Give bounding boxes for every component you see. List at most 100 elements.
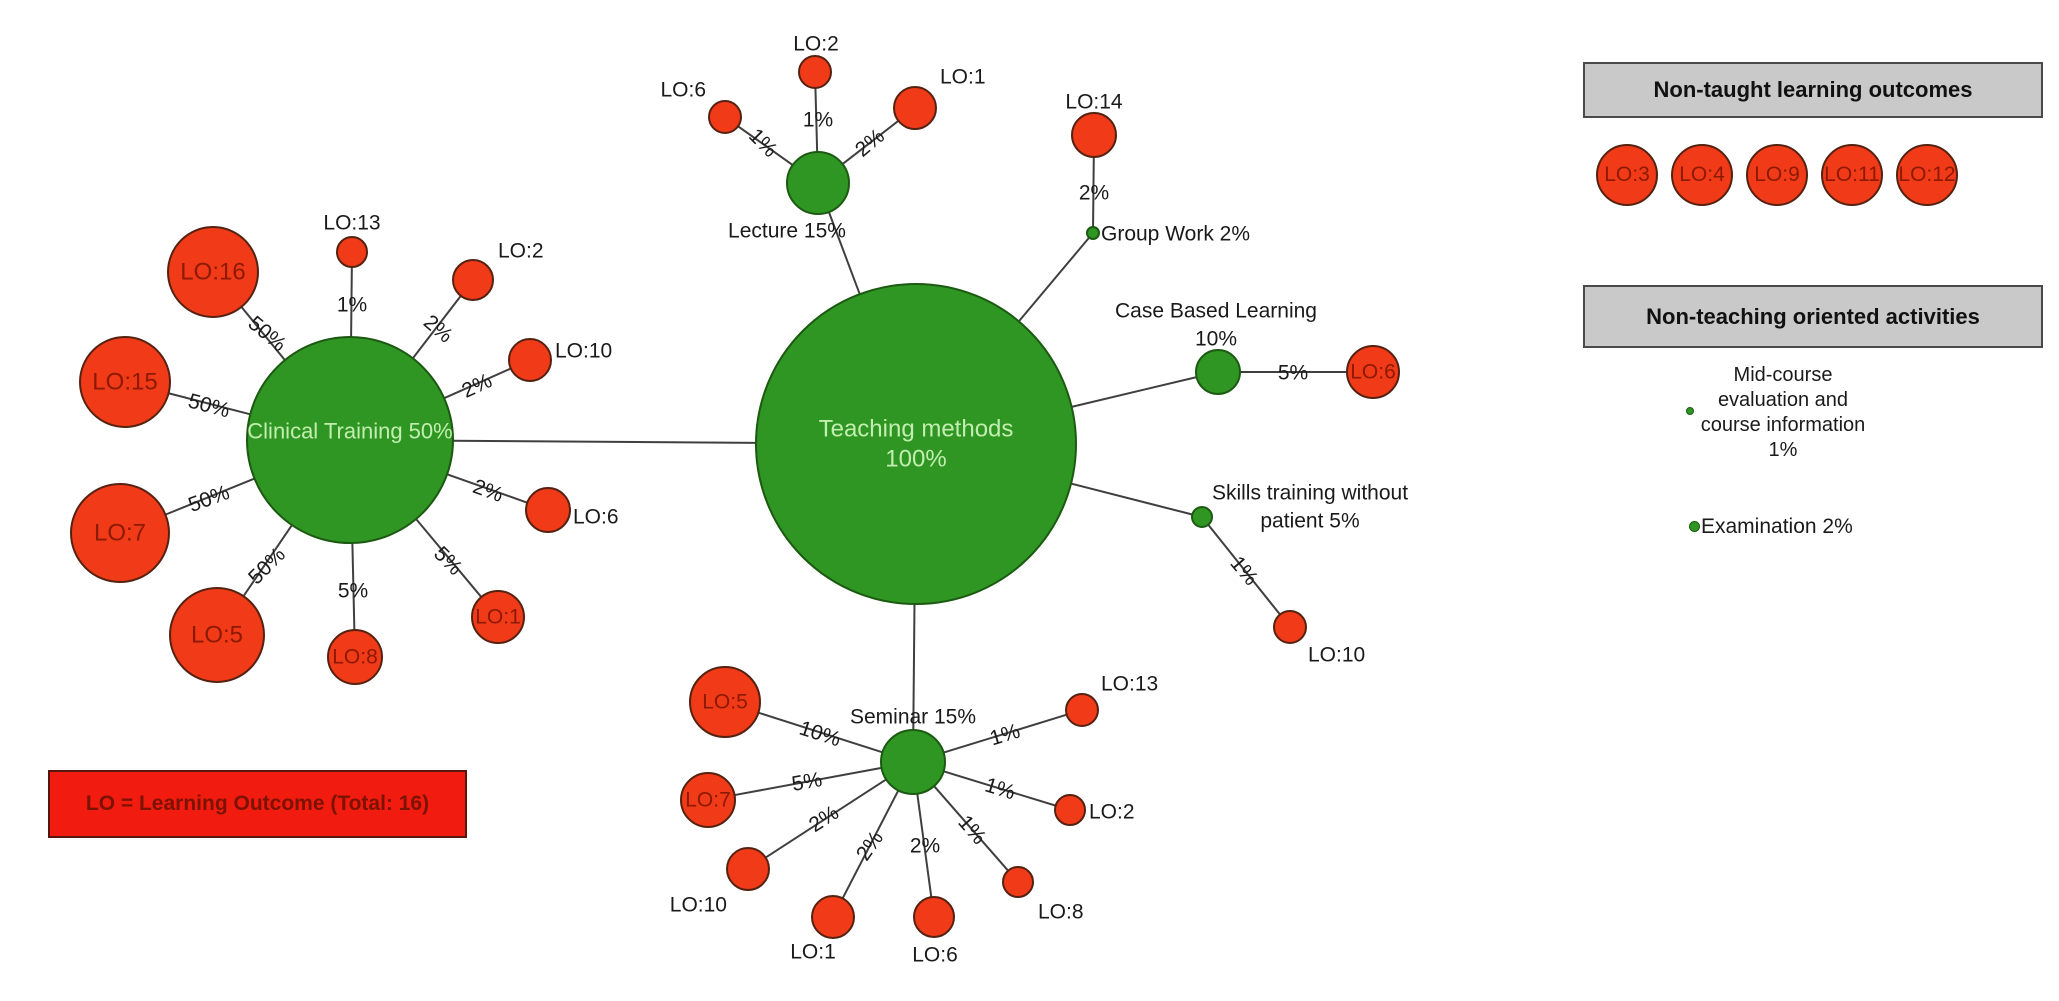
- lo-node-clinical-lo6: [525, 487, 571, 533]
- hub-groupwork: [1086, 226, 1100, 240]
- edge-seminar-lo7: [734, 766, 882, 797]
- lo-label-clinical-lo5: LO:5: [191, 622, 243, 649]
- edge-lecture-lo6: [737, 125, 794, 166]
- lo-node-seminar-lo8: [1002, 866, 1034, 898]
- lo-label-lecture-lo2: LO:2: [793, 33, 839, 56]
- edge-pct-lecture-lo2: 1%: [803, 109, 833, 132]
- lo-node-clinical-lo2: [452, 259, 494, 301]
- edge-seminar-lo6: [916, 793, 933, 898]
- edge-clinical-lo6: [446, 473, 528, 504]
- mid-course-line: course information: [1700, 414, 1866, 436]
- lo-node-cbl-lo6: [1346, 345, 1400, 399]
- edge-pct-clinical-lo7: 50%: [185, 481, 232, 517]
- mid-course-line: evaluation and: [1717, 389, 1849, 411]
- examination-dot: [1689, 521, 1700, 532]
- link-teaching-lecture: [827, 211, 861, 295]
- edge-pct-seminar-lo13: 1%: [987, 720, 1023, 751]
- edge-pct-seminar-lo2: 1%: [982, 774, 1018, 805]
- edge-seminar-lo8: [933, 785, 1009, 872]
- edge-pct-clinical-lo15: 50%: [186, 389, 233, 422]
- lo-label-lecture-lo6: LO:6: [660, 79, 706, 102]
- edge-clinical-lo8: [351, 542, 356, 631]
- hub-label-cbl: 10%: [1195, 328, 1237, 351]
- mid-course-line: 1%: [1768, 439, 1798, 461]
- edge-seminar-lo10: [765, 778, 887, 859]
- edge-seminar-lo1: [841, 789, 900, 899]
- edge-clinical-lo16: [240, 306, 286, 361]
- hub-label-seminar: Seminar 15%: [850, 706, 976, 729]
- legend-non-taught-circles: LO:3 LO:4 LO:9 LO:11 LO:12: [1596, 144, 1958, 206]
- hub-label-groupwork: Group Work 2%: [1101, 223, 1250, 246]
- lo-node-clinical-lo15: [79, 336, 171, 428]
- lo-key-box: LO = Learning Outcome (Total: 16): [48, 770, 467, 838]
- lo-node-skills-lo10: [1273, 610, 1307, 644]
- lo-label-lecture-lo1: LO:1: [940, 66, 986, 89]
- lo-node-groupwork-lo14: [1071, 112, 1117, 158]
- edge-lecture-lo1: [841, 120, 899, 165]
- legend-non-taught-title: Non-taught learning outcomes: [1653, 77, 1973, 102]
- lo-label-clinical-lo10: LO:10: [555, 340, 612, 363]
- hub-label-skills: Skills training without: [1212, 482, 1408, 505]
- edge-clinical-lo7: [165, 477, 255, 516]
- lo-label-seminar-lo10: LO:10: [670, 894, 727, 917]
- legend-lo-circle-lo12: LO:12: [1896, 144, 1958, 206]
- lo-node-lecture-lo6: [708, 100, 742, 134]
- edge-pct-clinical-lo6: 2%: [470, 475, 506, 507]
- edge-clinical-lo10: [443, 367, 512, 400]
- lo-label-groupwork-lo14: LO:14: [1065, 91, 1123, 114]
- mid-course-dot: [1686, 407, 1694, 415]
- lo-label-seminar-lo5: LO:5: [702, 691, 748, 714]
- edge-lecture-lo2: [814, 87, 819, 153]
- lo-label-seminar-lo13: LO:13: [1101, 673, 1158, 696]
- hub-lecture: [786, 151, 850, 215]
- lo-node-lecture-lo2: [798, 55, 832, 89]
- lo-node-lecture-lo1: [893, 86, 937, 130]
- lo-label-clinical-lo15: LO:15: [92, 369, 157, 396]
- edge-seminar-lo13: [943, 713, 1068, 754]
- edge-clinical-lo1: [415, 518, 483, 598]
- edge-pct-seminar-lo5: 10%: [796, 717, 843, 752]
- lo-label-clinical-lo8: LO:8: [332, 646, 378, 669]
- legend-activities-box: Non-teaching oriented activities: [1583, 285, 2043, 348]
- hub-cbl: [1195, 349, 1241, 395]
- edge-groupwork-lo14: [1092, 156, 1095, 228]
- examination-label: Examination 2%: [1701, 515, 1853, 538]
- hub-teaching: [755, 283, 1077, 605]
- edge-skills-lo10: [1207, 524, 1281, 616]
- lo-label-clinical-lo2: LO:2: [498, 240, 544, 263]
- edge-pct-clinical-lo5: 50%: [244, 543, 290, 589]
- link-teaching-clinical: [452, 439, 757, 444]
- link-teaching-cbl: [1071, 376, 1197, 408]
- legend-lo-circle-lo3: LO:3: [1596, 144, 1658, 206]
- hub-label-teaching: 100%: [885, 446, 946, 473]
- lo-node-seminar-lo2: [1054, 794, 1086, 826]
- lo-label-seminar-lo8: LO:8: [1038, 901, 1084, 924]
- hub-label-clinical: Clinical Training 50%: [247, 419, 452, 444]
- link-teaching-seminar: [912, 603, 916, 731]
- edge-clinical-lo5: [242, 524, 293, 597]
- edge-pct-groupwork-lo14: 2%: [1079, 182, 1109, 205]
- hub-label-lecture: Lecture 15%: [728, 220, 846, 243]
- lo-label-clinical-lo16: LO:16: [180, 259, 245, 286]
- edge-pct-clinical-lo13: 1%: [337, 294, 367, 317]
- lo-label-skills-lo10: LO:10: [1308, 644, 1365, 667]
- edge-pct-lecture-lo6: 1%: [744, 124, 782, 162]
- edge-clinical-lo13: [350, 266, 353, 338]
- legend-activities-title: Non-teaching oriented activities: [1646, 303, 1980, 329]
- edge-pct-clinical-lo10: 2%: [458, 369, 495, 403]
- hub-label-skills: patient 5%: [1260, 510, 1359, 533]
- edge-clinical-lo15: [168, 392, 251, 416]
- edge-pct-seminar-lo10: 2%: [805, 801, 843, 837]
- edge-seminar-lo2: [943, 770, 1056, 807]
- lo-node-clinical-lo10: [508, 338, 552, 382]
- legend-lo-circle-lo9: LO:9: [1746, 144, 1808, 206]
- lo-node-clinical-lo7: [70, 483, 170, 583]
- hub-label-teaching: Teaching methods: [819, 416, 1014, 443]
- lo-label-clinical-lo7: LO:7: [94, 520, 146, 547]
- lo-label-clinical-lo6: LO:6: [573, 506, 619, 529]
- lo-label-seminar-lo2: LO:2: [1089, 801, 1135, 824]
- lo-label-seminar-lo1: LO:1: [790, 941, 836, 964]
- edge-pct-cbl-lo6: 5%: [1278, 362, 1308, 385]
- legend-lo-circle-lo11: LO:11: [1821, 144, 1883, 206]
